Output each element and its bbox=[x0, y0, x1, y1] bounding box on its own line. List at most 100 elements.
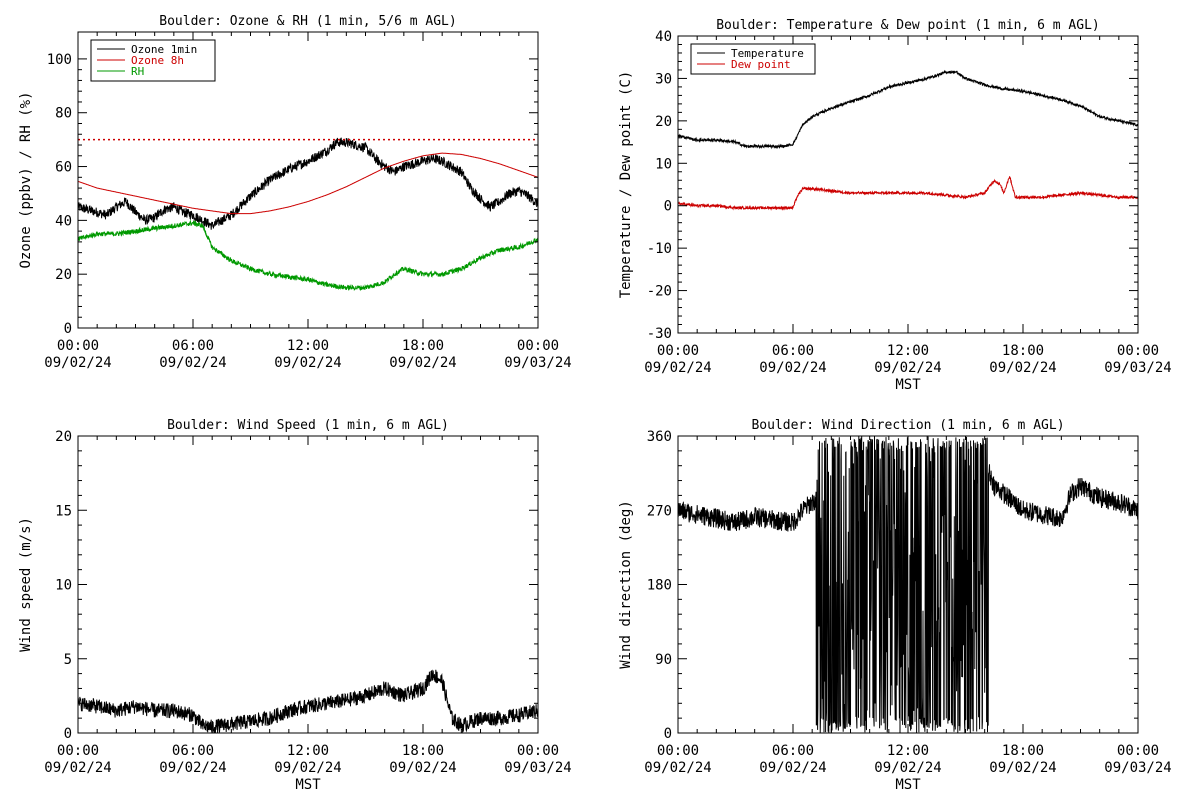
y-tick-label: 0 bbox=[664, 726, 672, 742]
chart-panel-1: Boulder: Ozone & RH (1 min, 5/6 m AGL) 0 2… bbox=[18, 14, 572, 371]
chart-panel-3: Boulder: Wind Speed (1 min, 6 m AGL) 0 5 10… bbox=[18, 418, 572, 793]
y-tick-label: 60 bbox=[55, 160, 72, 176]
y-tick-label: 360 bbox=[647, 429, 672, 445]
x-tick-date-label: 09/02/24 bbox=[159, 355, 226, 371]
x-axis-label: MST bbox=[295, 777, 321, 793]
plot-area bbox=[678, 69, 1138, 211]
x-axis-label: MST bbox=[895, 777, 921, 793]
x-tick-date-label: 09/02/24 bbox=[644, 760, 711, 776]
y-tick-label: 20 bbox=[55, 267, 72, 283]
legend-entry: RH bbox=[131, 65, 144, 78]
y-tick-label: 90 bbox=[655, 652, 672, 668]
x-tick-date-label: 09/02/24 bbox=[274, 760, 341, 776]
x-tick-label: 00:00 bbox=[1117, 343, 1159, 359]
series-line-2 bbox=[678, 176, 1138, 211]
x-tick-date-label: 09/02/24 bbox=[44, 355, 111, 371]
y-tick-label: 0 bbox=[664, 199, 672, 215]
x-tick-date-label: 09/02/24 bbox=[989, 760, 1056, 776]
x-tick-label: 00:00 bbox=[657, 343, 699, 359]
y-tick-label: 10 bbox=[55, 578, 72, 594]
series-line-1 bbox=[78, 137, 538, 230]
x-tick-date-label: 09/02/24 bbox=[389, 760, 456, 776]
x-tick-date-label: 09/02/24 bbox=[874, 360, 941, 376]
x-tick-label: 00:00 bbox=[57, 743, 99, 759]
y-axis-label: Ozone (ppbv) / RH (%) bbox=[18, 91, 34, 268]
legend-entry: Temperature bbox=[731, 47, 804, 60]
chart-panel-4: Boulder: Wind Direction (1 min, 6 m AGL)… bbox=[618, 418, 1172, 793]
legend-entry: Ozone 1min bbox=[131, 43, 197, 56]
y-tick-label: 10 bbox=[655, 156, 672, 172]
legend-entry: Dew point bbox=[731, 58, 791, 71]
legend-entry: Ozone 8h bbox=[131, 54, 184, 67]
x-tick-label: 12:00 bbox=[287, 338, 329, 354]
series-line-3 bbox=[78, 219, 538, 292]
x-tick-label: 06:00 bbox=[772, 743, 814, 759]
series-line-1 bbox=[678, 436, 1138, 733]
series-line-1 bbox=[678, 69, 1138, 150]
y-tick-label: 30 bbox=[655, 71, 672, 87]
x-tick-label: 00:00 bbox=[1117, 743, 1159, 759]
x-tick-label: 12:00 bbox=[287, 743, 329, 759]
x-tick-label: 18:00 bbox=[402, 743, 444, 759]
legend-box bbox=[690, 43, 816, 75]
x-tick-date-label: 09/02/24 bbox=[759, 360, 826, 376]
plot-area bbox=[78, 137, 538, 292]
y-axis-label: Temperature / Dew point (C) bbox=[618, 71, 634, 299]
plot-area bbox=[678, 436, 1138, 733]
y-tick-label: 40 bbox=[55, 213, 72, 229]
y-tick-label: 100 bbox=[47, 52, 72, 68]
x-axis-label: MST bbox=[895, 377, 921, 393]
x-tick-date-label: 09/02/24 bbox=[44, 760, 111, 776]
y-tick-label: 0 bbox=[64, 321, 72, 337]
plot-area bbox=[78, 669, 538, 733]
x-tick-label: 18:00 bbox=[1002, 343, 1044, 359]
y-tick-label: 80 bbox=[55, 106, 72, 122]
x-tick-date-label: 09/02/24 bbox=[989, 360, 1056, 376]
y-tick-label: -30 bbox=[647, 326, 672, 342]
x-tick-date-label: 09/03/24 bbox=[504, 760, 571, 776]
x-tick-date-label: 09/02/24 bbox=[389, 355, 456, 371]
x-tick-label: 00:00 bbox=[657, 743, 699, 759]
x-tick-label: 00:00 bbox=[57, 338, 99, 354]
x-tick-label: 06:00 bbox=[772, 343, 814, 359]
x-tick-label: 06:00 bbox=[172, 338, 214, 354]
y-tick-label: -20 bbox=[647, 284, 672, 300]
y-tick-label: 20 bbox=[55, 429, 72, 445]
chart-title: Boulder: Wind Direction (1 min, 6 m AGL) bbox=[751, 418, 1064, 433]
y-tick-label: 5 bbox=[64, 652, 72, 668]
chart-title: Boulder: Wind Speed (1 min, 6 m AGL) bbox=[167, 418, 449, 433]
x-tick-label: 00:00 bbox=[517, 743, 559, 759]
x-tick-label: 00:00 bbox=[517, 338, 559, 354]
x-tick-date-label: 09/02/24 bbox=[644, 360, 711, 376]
axes-frame bbox=[77, 435, 539, 734]
series-line-1 bbox=[78, 669, 538, 733]
x-tick-date-label: 09/03/24 bbox=[1104, 360, 1171, 376]
chart-title: Boulder: Ozone & RH (1 min, 5/6 m AGL) bbox=[159, 14, 456, 29]
x-tick-date-label: 09/03/24 bbox=[1104, 760, 1171, 776]
x-tick-date-label: 09/03/24 bbox=[504, 355, 571, 371]
x-tick-date-label: 09/02/24 bbox=[159, 760, 226, 776]
y-tick-label: 0 bbox=[64, 726, 72, 742]
x-tick-label: 18:00 bbox=[1002, 743, 1044, 759]
x-tick-date-label: 09/02/24 bbox=[274, 355, 341, 371]
x-tick-label: 06:00 bbox=[172, 743, 214, 759]
axes-frame bbox=[677, 35, 1139, 334]
y-tick-label: 180 bbox=[647, 578, 672, 594]
x-tick-date-label: 09/02/24 bbox=[874, 760, 941, 776]
y-axis-label: Wind speed (m/s) bbox=[18, 517, 34, 652]
x-tick-date-label: 09/02/24 bbox=[759, 760, 826, 776]
x-tick-label: 12:00 bbox=[887, 343, 929, 359]
chart-title: Boulder: Temperature & Dew point (1 min,… bbox=[716, 18, 1100, 33]
y-tick-label: 270 bbox=[647, 503, 672, 519]
chart-panel-2: Boulder: Temperature & Dew point (1 min,… bbox=[618, 18, 1172, 393]
y-tick-label: 15 bbox=[55, 503, 72, 519]
series-line-2 bbox=[78, 152, 538, 215]
y-tick-label: 40 bbox=[655, 29, 672, 45]
x-tick-label: 12:00 bbox=[887, 743, 929, 759]
y-tick-label: -10 bbox=[647, 241, 672, 257]
y-axis-label: Wind direction (deg) bbox=[618, 500, 634, 669]
